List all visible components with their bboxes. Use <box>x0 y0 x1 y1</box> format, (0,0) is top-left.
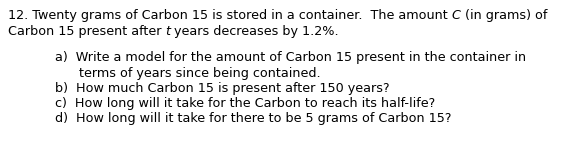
Text: t: t <box>165 25 171 38</box>
Text: d)  How long will it take for there to be 5 grams of Carbon 15?: d) How long will it take for there to be… <box>55 112 451 125</box>
Text: Carbon 15 present after: Carbon 15 present after <box>8 25 165 38</box>
Text: years decreases by 1.2%.: years decreases by 1.2%. <box>171 25 339 38</box>
Text: C: C <box>452 9 461 22</box>
Text: c)  How long will it take for the Carbon to reach its half-life?: c) How long will it take for the Carbon … <box>55 97 435 110</box>
Text: 12. Twenty grams of Carbon 15 is stored in a container.  The amount: 12. Twenty grams of Carbon 15 is stored … <box>8 9 452 22</box>
Text: terms of years since being contained.: terms of years since being contained. <box>55 67 321 80</box>
Text: a)  Write a model for the amount of Carbon 15 present in the container in: a) Write a model for the amount of Carbo… <box>55 51 526 64</box>
Text: b)  How much Carbon 15 is present after 150 years?: b) How much Carbon 15 is present after 1… <box>55 82 390 95</box>
Text: (in grams) of: (in grams) of <box>461 9 547 22</box>
